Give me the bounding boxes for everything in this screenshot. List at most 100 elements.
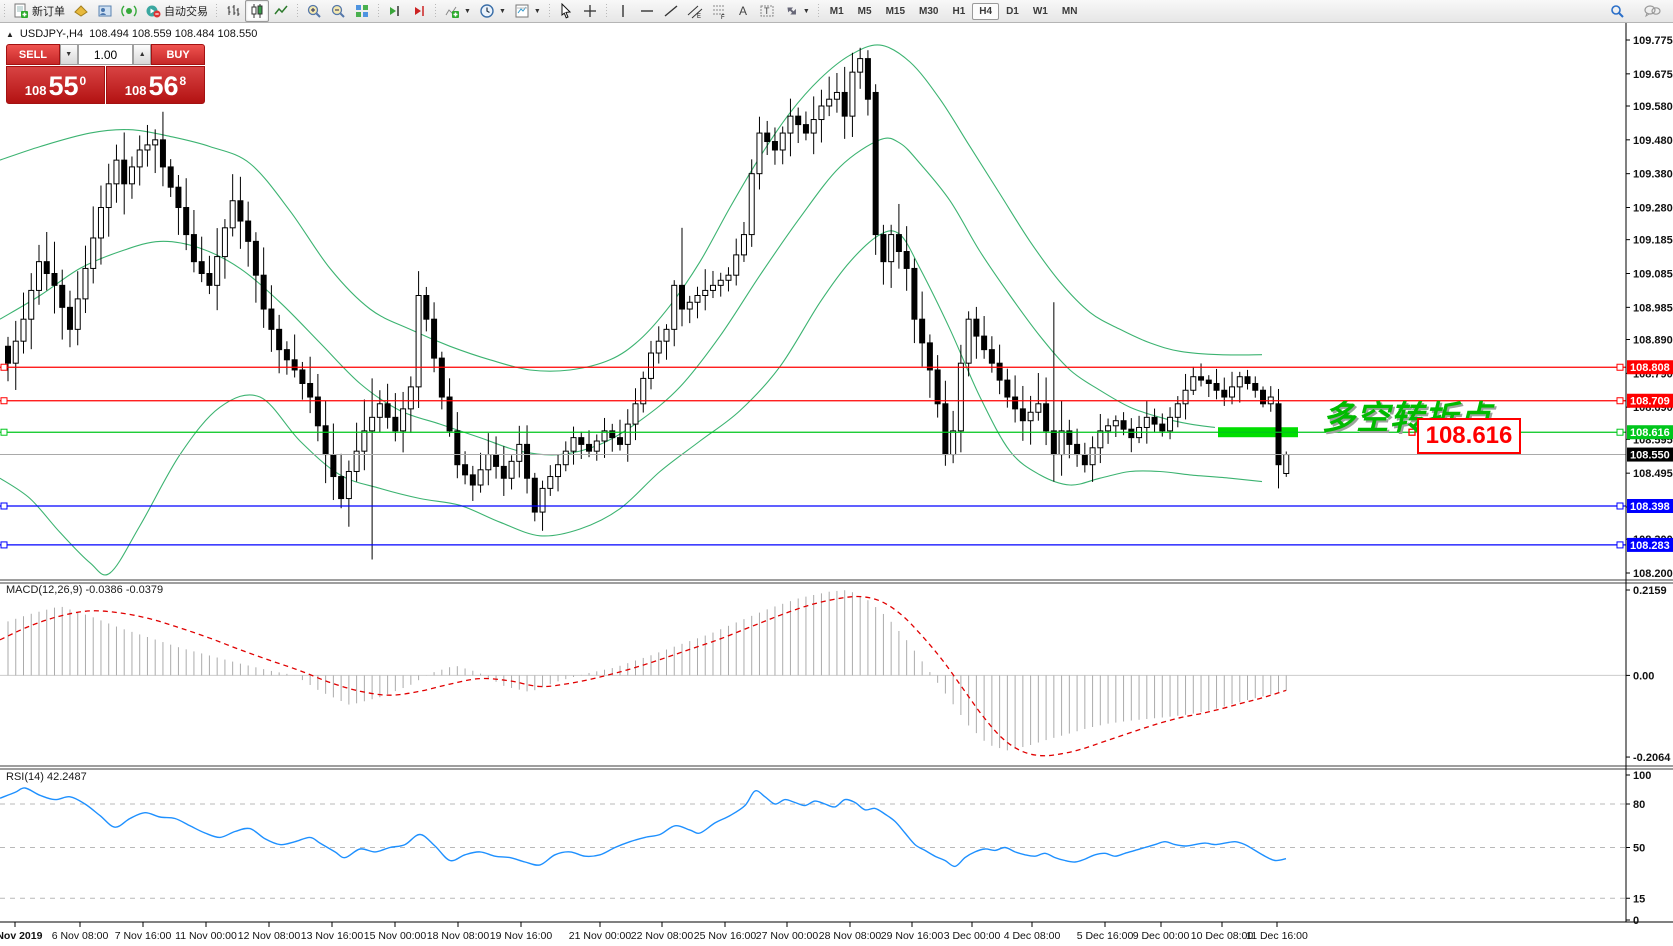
timeframe-button-d1[interactable]: D1 [1006, 5, 1019, 17]
sell-price-prefix: 108 [24, 83, 47, 98]
horizontal-line-icon [639, 3, 655, 19]
price-level-line[interactable] [0, 428, 1626, 436]
vertical-line-button[interactable] [611, 0, 635, 22]
signals-button[interactable] [117, 0, 141, 22]
indicators-button[interactable]: ▼ [440, 0, 475, 22]
price-tick-label: 109.085 [1633, 269, 1673, 281]
zoom-out-icon [330, 3, 346, 19]
zoom-in-button[interactable] [302, 0, 326, 22]
line-handle[interactable] [1616, 428, 1624, 436]
timeframe-button-m5[interactable]: M5 [857, 5, 872, 17]
price-tick-label: 109.775 [1633, 35, 1673, 47]
line-handle[interactable] [0, 363, 8, 371]
time-tick-label: 12 Nov 08:00 [238, 930, 301, 942]
buy-button[interactable]: BUY [151, 44, 206, 65]
chart-window: 109.775 109.675 109.580 109.480 109.380 109.2… [0, 23, 1673, 946]
line-handle[interactable] [0, 397, 8, 405]
symbol-header: ▲ USDJPY-,H4 108.494 108.559 108.484 108… [6, 28, 257, 40]
price-tick-label: 108.890 [1633, 334, 1673, 346]
trendline-button[interactable] [659, 0, 683, 22]
rsi-tick-label: 50 [1633, 843, 1645, 855]
price-tick-label: 109.380 [1633, 169, 1673, 181]
volume-input[interactable]: 1.00 [77, 44, 134, 65]
time-tick-label: 22 Nov 08:00 [631, 930, 694, 942]
toolbar-grip[interactable] [815, 3, 821, 19]
line-handle[interactable] [1616, 397, 1624, 405]
price-tick-label: 109.580 [1633, 101, 1673, 113]
equidistant-channel-button[interactable]: E [683, 0, 707, 22]
macd-indicator-label: MACD(12,26,9) -0.0386 -0.0379 [6, 584, 164, 596]
timeframe-button-h1[interactable]: H1 [952, 5, 966, 17]
cursor-button[interactable] [554, 0, 578, 22]
time-tick-label: 27 Nov 00:00 [756, 930, 819, 942]
chat-button[interactable] [1639, 0, 1665, 22]
timeframe-button-m15[interactable]: M15 [885, 5, 906, 17]
toolbar-grip[interactable] [546, 3, 552, 19]
toolbar-grip[interactable] [603, 3, 609, 19]
toolbar-grip[interactable] [2, 3, 7, 19]
timeframe-button-mn[interactable]: MN [1061, 5, 1078, 17]
line-handle[interactable] [0, 502, 8, 510]
time-tick-label: 15 Nov 00:00 [364, 930, 427, 942]
toolbar-group: 新订单 自动交易 [9, 0, 212, 22]
candlestick-chart-button[interactable] [245, 0, 269, 22]
bar-chart-button[interactable] [221, 0, 245, 22]
chart-shift-button[interactable] [383, 0, 407, 22]
templates-button[interactable]: ▼ [510, 0, 545, 22]
arrows-button[interactable]: ▼ [779, 0, 814, 22]
periods-icon [479, 3, 495, 19]
sell-price-button[interactable]: 108 55 0 [6, 66, 105, 104]
line-handle[interactable] [0, 541, 8, 549]
toolbar-grip[interactable] [214, 3, 219, 19]
search-button[interactable] [1605, 0, 1629, 22]
volume-decrease-button[interactable]: ▼ [59, 44, 78, 65]
timeframe-button-h4[interactable]: H4 [972, 2, 1000, 20]
periods-button[interactable]: ▼ [475, 0, 510, 22]
auto-trading-button[interactable]: 自动交易 [141, 0, 212, 22]
timeframe-button-w1[interactable]: W1 [1032, 5, 1048, 17]
line-handle[interactable] [1616, 541, 1624, 549]
line-handle[interactable] [1616, 363, 1624, 371]
toolbar-grip[interactable] [433, 3, 438, 19]
price-level-line[interactable] [0, 397, 1626, 405]
fibonacci-button[interactable]: F [707, 0, 731, 22]
buy-price-button[interactable]: 108 56 8 [106, 66, 205, 104]
chart-background[interactable] [0, 23, 1673, 946]
callout-anchor-handle[interactable] [1408, 428, 1416, 436]
timeframe-button-m30[interactable]: M30 [919, 5, 939, 17]
dropdown-arrow-icon[interactable]: ▼ [498, 7, 506, 15]
dropdown-arrow-icon[interactable]: ▼ [533, 7, 541, 15]
navigator-button[interactable] [93, 0, 117, 22]
text-button[interactable]: A [731, 0, 755, 22]
new-order-button[interactable]: 新订单 [9, 0, 69, 22]
price-level-line[interactable] [0, 502, 1626, 510]
line-handle[interactable] [1616, 502, 1624, 510]
timeframe-button-m1[interactable]: M1 [829, 5, 844, 17]
toolbar-grip[interactable] [376, 3, 381, 19]
crosshair-button[interactable] [578, 0, 602, 22]
price-level-line[interactable] [0, 363, 1626, 371]
line-handle[interactable] [0, 428, 8, 436]
dropdown-arrow-icon[interactable]: ▼ [802, 7, 810, 15]
price-callout-box[interactable]: 108.616 [1417, 418, 1521, 454]
text-label-button[interactable]: T [755, 0, 779, 22]
auto-scroll-button[interactable] [407, 0, 431, 22]
time-tick-label: 21 Nov 00:00 [569, 930, 632, 942]
market-watch-button[interactable] [69, 0, 93, 22]
navigator-icon [97, 3, 113, 19]
rsi-line [0, 787, 1287, 868]
collapse-icon[interactable]: ▲ [6, 29, 14, 39]
horizontal-line-button[interactable] [635, 0, 659, 22]
line-chart-button[interactable] [269, 0, 293, 22]
sell-button[interactable]: SELL [6, 44, 60, 65]
volume-increase-button[interactable]: ▲ [133, 44, 152, 65]
zoom-out-button[interactable] [326, 0, 350, 22]
tile-windows-button[interactable] [350, 0, 374, 22]
price-level-line[interactable] [0, 541, 1626, 549]
toolbar-grip[interactable] [295, 3, 300, 19]
toolbar-group [221, 0, 293, 22]
macd-histogram [7, 590, 1287, 751]
dropdown-arrow-icon[interactable]: ▼ [464, 7, 471, 15]
chart-canvas[interactable]: 109.775 109.675 109.580 109.480 109.380 109.2… [0, 23, 1673, 946]
